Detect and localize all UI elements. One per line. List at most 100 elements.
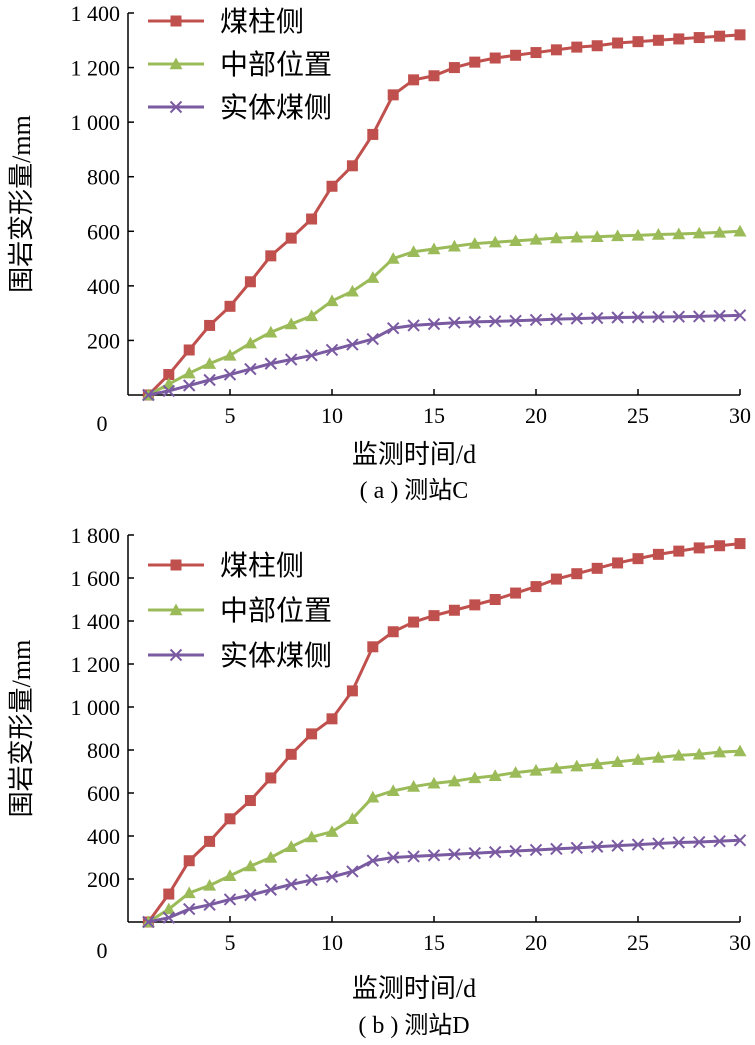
data-point [407,850,420,863]
data-point [672,836,686,849]
data-point [325,294,339,307]
x-tick-label: 20 [525,930,547,955]
data-point [305,309,319,322]
x-axis-title: 监测时间/d [352,974,476,1003]
data-point [447,239,461,252]
data-point [672,227,686,240]
x-tick-label: 30 [729,403,751,428]
data-point [325,825,339,837]
chart-caption: ( a ) 测站C [360,477,469,504]
legend-label: 煤柱侧 [220,550,304,582]
data-point [407,245,421,257]
data-point [570,759,584,772]
data-point [284,353,298,366]
data-point [427,776,441,789]
data-point [673,545,685,557]
data-point [243,336,257,349]
y-tick-label: 1 200 [71,56,121,81]
data-point [285,232,297,244]
chart-caption: ( b ) 测站D [358,1012,469,1039]
data-point [550,312,563,326]
data-point [284,878,298,891]
legend-item: 实体煤侧 [148,92,332,124]
x-tick-label: 15 [423,403,445,428]
data-point [611,229,625,242]
data-point [264,357,278,370]
x-tick-label: 25 [627,403,649,428]
y-tick-label: 1 400 [71,609,121,634]
data-point [345,284,359,297]
data-point [488,769,502,781]
legend-marker [170,559,182,571]
data-point [469,599,481,611]
data-point [733,309,747,322]
series-coal-pillar [142,29,746,401]
data-point [346,338,359,351]
data-point [408,616,420,628]
data-point [590,230,604,242]
data-point [549,231,563,244]
data-point [632,36,644,48]
data-point [326,180,338,192]
data-point [611,311,624,324]
data-point [203,878,217,891]
data-point [550,573,562,585]
data-point [509,234,523,247]
data-point [265,772,277,784]
data-point [612,37,624,49]
data-point [652,310,665,324]
data-point [325,870,339,884]
data-point [163,888,175,900]
data-point [224,300,236,312]
data-point [469,56,481,68]
data-point [734,538,746,550]
data-point [223,368,237,381]
data-point [631,311,645,324]
data-point [570,312,584,325]
data-point [571,568,583,580]
data-point [367,641,379,653]
data-point [692,835,706,849]
data-point [305,873,318,887]
legend-marker [169,100,183,114]
data-point [325,343,339,357]
legend-item: 中部位置 [148,595,332,627]
data-point [264,851,278,863]
data-point [672,748,686,761]
data-point [224,813,236,825]
legend-label: 实体煤侧 [220,92,332,124]
data-point [244,276,256,288]
data-point [285,748,297,760]
data-point [408,74,420,86]
data-point [366,854,380,867]
data-point [529,313,543,327]
data-point [468,315,482,329]
data-point [673,33,685,45]
data-point [447,774,461,787]
data-point [468,237,482,249]
x-tick-label: 5 [225,930,236,955]
series-solid-coal [142,309,747,402]
y-tick-label: 200 [87,328,120,353]
data-point [571,41,583,53]
y-tick-label: 400 [87,274,120,299]
series-line [148,313,741,397]
legend-marker [169,648,183,662]
data-point [652,837,665,850]
data-point [488,235,502,248]
data-point [386,851,400,864]
data-point [387,626,399,638]
data-point [182,902,196,916]
data-point [243,859,257,872]
legend-item: 实体煤侧 [148,640,332,672]
data-point [611,755,625,768]
data-point [611,839,624,852]
x-axis-title: 监测时间/d [352,440,476,469]
data-point [692,310,706,323]
data-point [386,252,400,264]
legend-label: 煤柱侧 [220,6,304,38]
data-point [510,49,522,61]
data-point [651,228,665,240]
data-point [284,840,298,852]
y-tick-label: 1 400 [71,1,121,26]
